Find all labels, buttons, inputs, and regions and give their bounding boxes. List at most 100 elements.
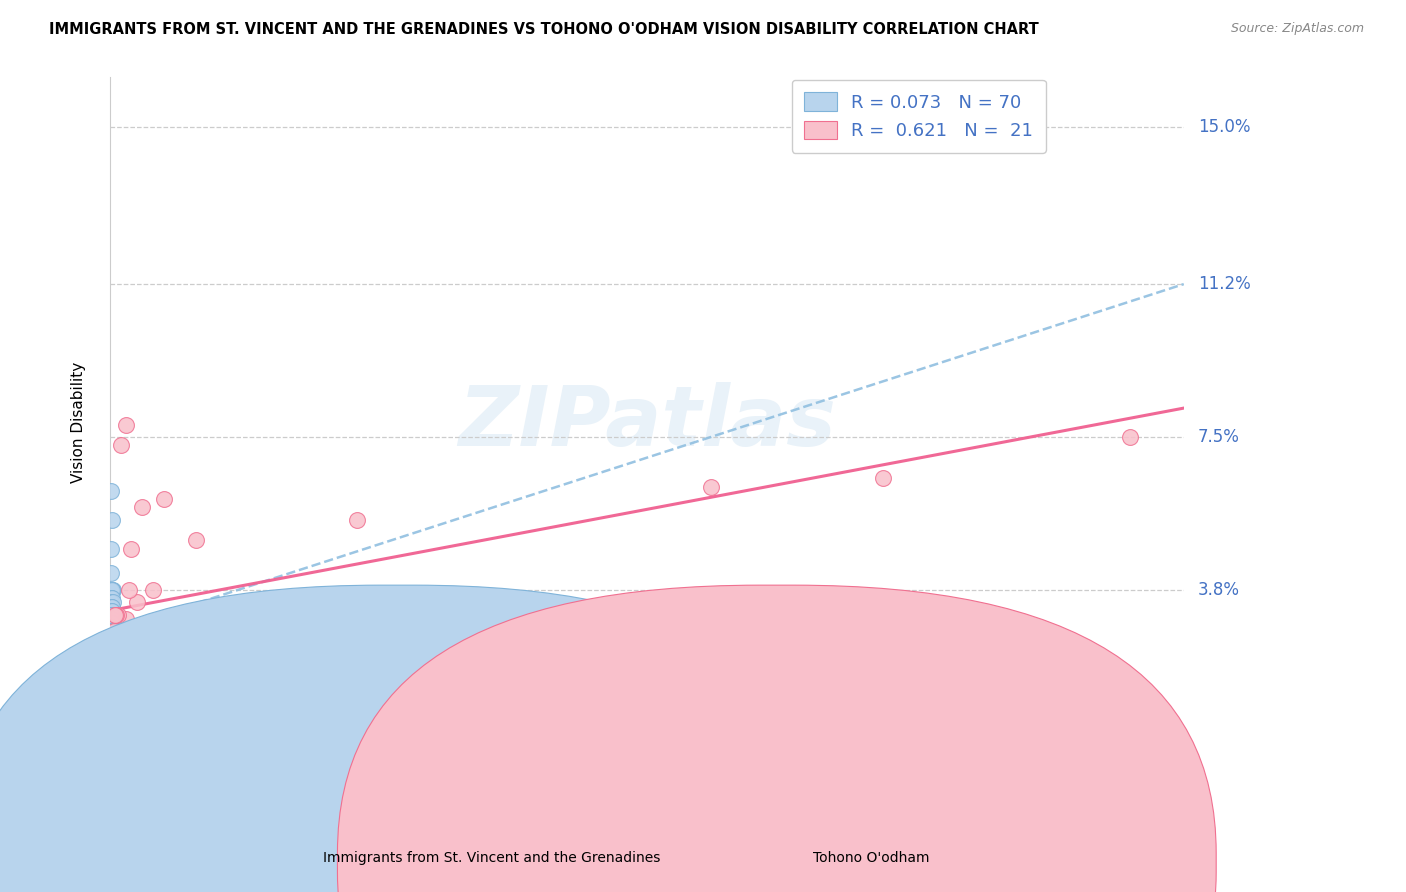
Text: 11.2%: 11.2% <box>1198 275 1250 293</box>
Point <box>100 620 122 634</box>
Point <box>101 632 124 647</box>
Text: Tohono O'odham: Tohono O'odham <box>814 851 929 865</box>
Point <box>100 620 122 634</box>
Point <box>101 513 124 527</box>
Point <box>100 649 122 664</box>
Point <box>110 438 132 452</box>
Point <box>101 620 124 634</box>
Point <box>101 595 124 609</box>
Point <box>100 637 122 651</box>
Point <box>100 640 122 655</box>
Point <box>1011 124 1033 138</box>
Y-axis label: Vision Disability: Vision Disability <box>72 362 86 483</box>
Point <box>100 591 122 606</box>
Point <box>101 637 124 651</box>
Legend: R = 0.073   N = 70, R =  0.621   N =  21: R = 0.073 N = 70, R = 0.621 N = 21 <box>792 79 1046 153</box>
Point <box>101 582 124 597</box>
Point <box>100 628 122 642</box>
Point <box>100 632 122 647</box>
Point <box>100 645 122 659</box>
Point <box>100 566 122 581</box>
Point <box>100 607 122 622</box>
Point <box>101 711 124 725</box>
Point <box>100 582 122 597</box>
Point <box>700 480 723 494</box>
Point <box>100 599 122 614</box>
Text: 3.8%: 3.8% <box>1198 581 1240 599</box>
Point <box>100 604 122 618</box>
Text: 0.0%: 0.0% <box>110 805 152 823</box>
Point <box>100 582 122 597</box>
Point <box>100 591 122 606</box>
Point <box>115 417 138 432</box>
Point <box>100 682 122 697</box>
Point <box>100 690 122 705</box>
Point <box>101 582 124 597</box>
Point <box>100 624 122 639</box>
Point <box>100 645 122 659</box>
Point <box>100 615 122 630</box>
Text: 7.5%: 7.5% <box>1198 428 1240 446</box>
Point <box>101 637 124 651</box>
Point <box>100 612 122 626</box>
Point <box>100 595 122 609</box>
Point <box>104 607 127 622</box>
Point <box>101 615 124 630</box>
Point <box>131 500 153 515</box>
Point <box>100 698 122 713</box>
Point <box>184 533 207 548</box>
Point <box>152 491 174 506</box>
Point <box>100 607 122 622</box>
Point <box>100 483 122 498</box>
Point <box>100 624 122 639</box>
Point <box>118 582 141 597</box>
Point <box>100 582 122 597</box>
Point <box>100 670 122 684</box>
Point <box>100 665 122 680</box>
Point <box>872 471 894 485</box>
Point <box>107 607 129 622</box>
Point <box>100 628 122 642</box>
Point <box>100 657 122 672</box>
Point <box>100 723 122 738</box>
Point <box>100 632 122 647</box>
Point <box>100 541 122 556</box>
Text: Immigrants from St. Vincent and the Grenadines: Immigrants from St. Vincent and the Gren… <box>323 851 661 865</box>
Point <box>1119 430 1142 444</box>
Point <box>100 637 122 651</box>
Point <box>100 615 122 630</box>
Point <box>101 612 124 626</box>
Text: ZIPatlas: ZIPatlas <box>458 382 835 463</box>
Text: IMMIGRANTS FROM ST. VINCENT AND THE GRENADINES VS TOHONO O'ODHAM VISION DISABILI: IMMIGRANTS FROM ST. VINCENT AND THE GREN… <box>49 22 1039 37</box>
Point <box>125 595 148 609</box>
Point <box>101 706 124 721</box>
Point <box>100 678 122 692</box>
Point <box>100 607 122 622</box>
Point <box>100 657 122 672</box>
Point <box>100 620 122 634</box>
Point <box>100 649 122 664</box>
Point <box>101 628 124 642</box>
Point <box>100 673 122 688</box>
Point <box>100 640 122 655</box>
Point <box>100 632 122 647</box>
Point <box>101 615 124 630</box>
Point <box>142 582 165 597</box>
Point <box>101 582 124 597</box>
Point <box>100 661 122 675</box>
Point <box>100 686 122 700</box>
Point <box>100 624 122 639</box>
Point <box>100 653 122 667</box>
Text: 15.0%: 15.0% <box>1198 118 1250 136</box>
Point <box>105 607 128 622</box>
Point <box>103 624 125 639</box>
Point <box>101 604 124 618</box>
Point <box>346 513 368 527</box>
Text: 100.0%: 100.0% <box>1121 805 1184 823</box>
Text: Source: ZipAtlas.com: Source: ZipAtlas.com <box>1230 22 1364 36</box>
Point <box>100 731 122 746</box>
Point <box>101 591 124 606</box>
Point <box>115 612 138 626</box>
Point <box>100 612 122 626</box>
Point <box>120 541 142 556</box>
